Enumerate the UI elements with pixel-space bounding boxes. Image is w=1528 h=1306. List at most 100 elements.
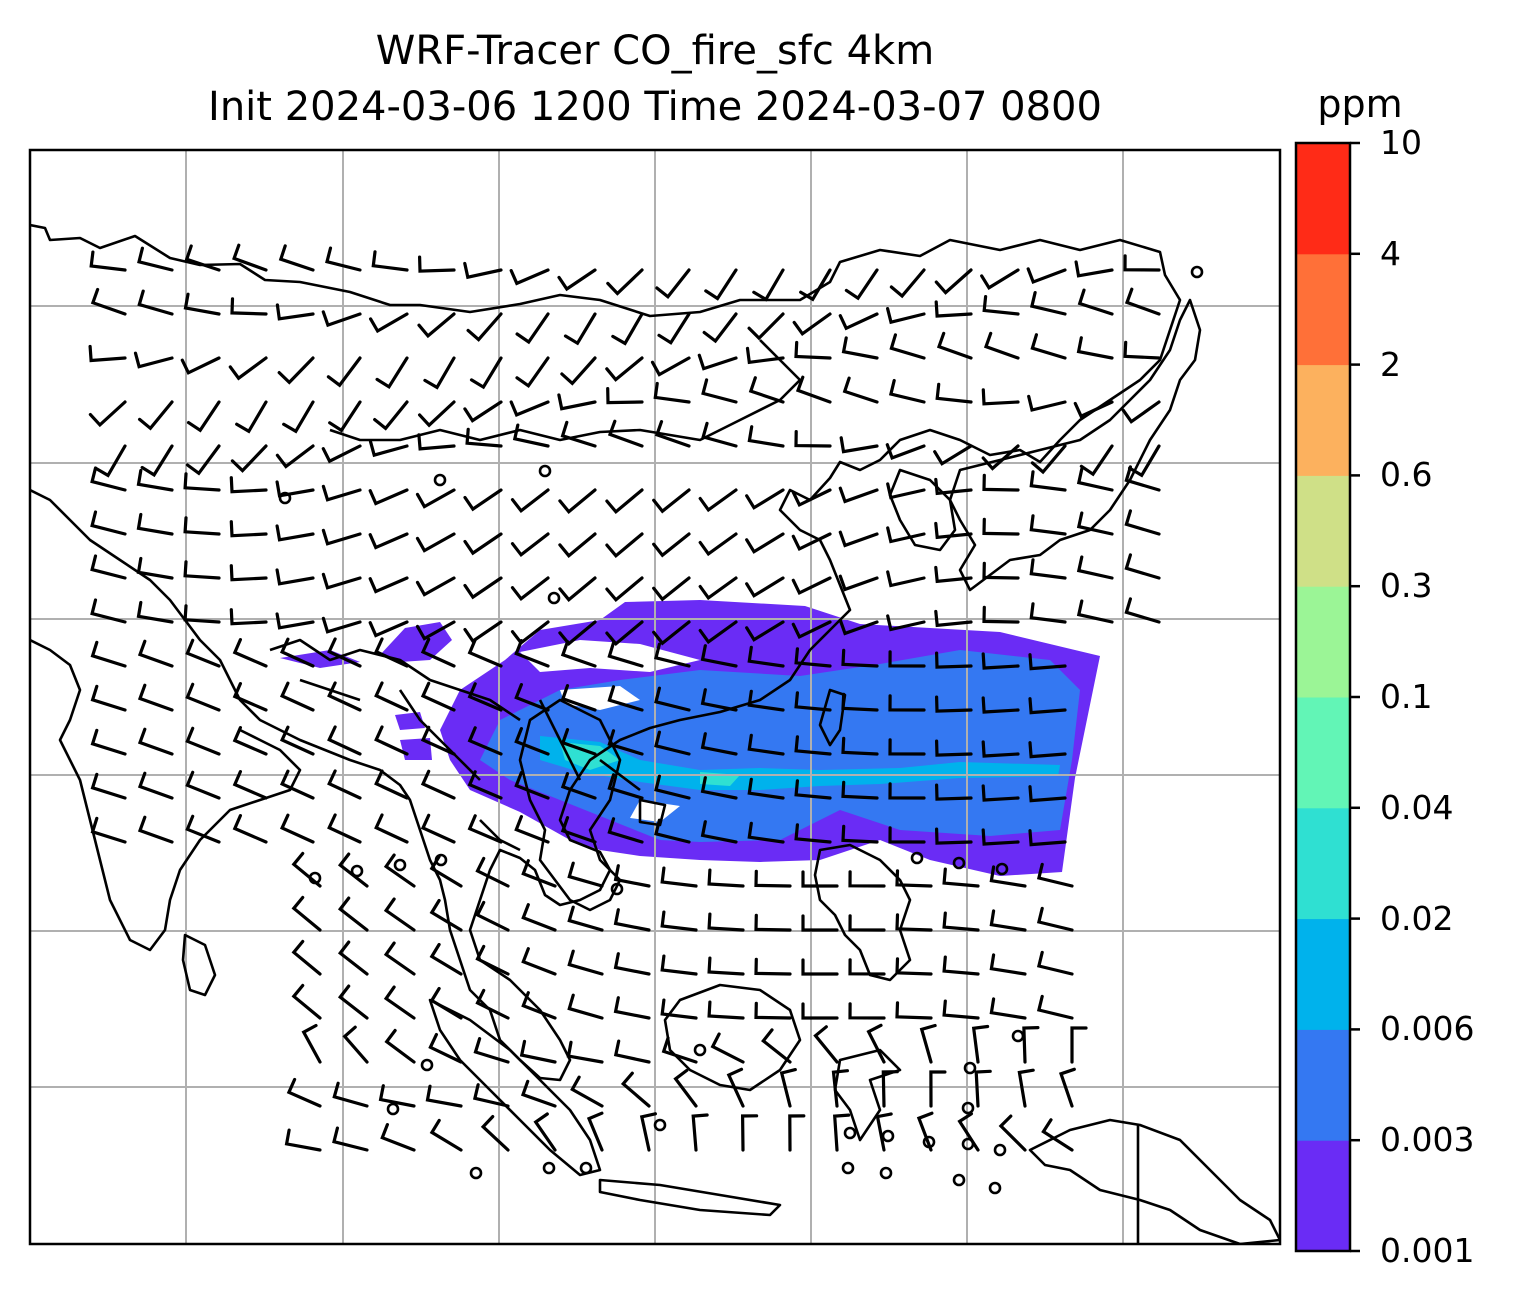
wind-barb [342, 1025, 369, 1064]
wind-barb [745, 488, 785, 510]
wind-barb [1058, 1067, 1076, 1108]
wind-barb [652, 488, 691, 514]
calm-wind-marker [843, 1126, 857, 1140]
wind-barb [90, 684, 127, 712]
wind-barb [1036, 950, 1074, 976]
wind-barb [998, 1114, 1027, 1152]
wind-barb [1017, 1068, 1035, 1108]
wind-barb [567, 993, 604, 1020]
wind-barb [521, 991, 557, 1020]
wind-barb [423, 356, 456, 390]
wind-barb [605, 532, 644, 559]
wind-barb [982, 605, 1020, 624]
wind-barb [1029, 602, 1067, 624]
wind-barb [418, 255, 456, 273]
wind-barb [794, 340, 832, 360]
wind-barb [1076, 511, 1114, 536]
wind-barb [652, 532, 691, 558]
wind-barb [1070, 1026, 1088, 1064]
wind-barb [848, 958, 886, 976]
wind-barb [934, 477, 973, 496]
wind-barb [472, 1083, 510, 1108]
wind-barb [942, 955, 980, 976]
wind-barb [1128, 444, 1161, 478]
wind-barb [417, 312, 456, 339]
wind-barb [463, 261, 503, 280]
wind-barb [886, 526, 926, 544]
wind-barb [779, 1068, 797, 1108]
wind-barb [560, 420, 597, 448]
wind-barb [707, 956, 745, 976]
wind-barb [232, 814, 268, 844]
wind-barb [895, 913, 933, 932]
wind-barb [794, 430, 832, 448]
wind-barb [980, 268, 1020, 291]
wind-barb [881, 1070, 899, 1108]
wind-barb [842, 376, 879, 404]
wind-barb [875, 1112, 893, 1152]
wind-barb [794, 823, 832, 844]
wind-barb [467, 770, 503, 800]
calm-wind-marker [542, 1161, 556, 1175]
wind-barb [942, 999, 980, 1020]
wind-barb [321, 310, 362, 328]
wind-barb [936, 331, 973, 360]
wind-barb [291, 895, 322, 932]
wind-barb [740, 1114, 759, 1152]
wind-barb [321, 528, 362, 546]
wind-barb [563, 312, 597, 346]
wind-barb [841, 824, 879, 844]
wind-barb [700, 776, 738, 800]
wind-barb [707, 868, 745, 888]
wind-barb [1022, 1026, 1040, 1064]
wind-barb [90, 287, 127, 316]
colorbar-unit-label: ppm [1317, 82, 1403, 126]
wind-barb [895, 869, 933, 888]
wind-barb [1121, 400, 1161, 424]
wind-barb [660, 954, 698, 976]
wind-barb [384, 1028, 416, 1064]
wind-barb [605, 620, 644, 647]
wind-barb [698, 576, 738, 601]
wind-barb [974, 1069, 992, 1108]
calm-wind-marker [538, 464, 552, 478]
calm-wind-marker [420, 1058, 434, 1072]
calm-wind-marker [961, 1137, 975, 1151]
wind-barb [1124, 465, 1161, 492]
wind-barb [185, 726, 221, 756]
wind-barb [650, 356, 691, 377]
calm-wind-marker [278, 491, 292, 505]
map-title-line2: Init 2024-03-06 1200 Time 2024-03-07 080… [208, 84, 1102, 130]
wind-barb [325, 246, 362, 272]
calm-wind-marker [1011, 1029, 1025, 1043]
wind-barb [929, 1070, 947, 1108]
wind-barb [613, 996, 651, 1020]
wind-barb [620, 1071, 651, 1108]
wind-barb [463, 400, 503, 423]
wind-barb [229, 564, 268, 582]
calm-wind-marker [1190, 265, 1204, 279]
wind-barb [661, 1036, 698, 1064]
wind-barb [509, 400, 550, 417]
wind-barb [794, 647, 832, 668]
wind-barb [983, 331, 1020, 360]
wind-barb [841, 336, 879, 360]
wind-barb [469, 356, 503, 390]
wind-barb [888, 694, 926, 712]
wind-barb [383, 985, 416, 1020]
wind-barb [888, 378, 926, 404]
wind-barb [275, 568, 315, 586]
wind-barb [186, 400, 221, 433]
wind-barb [229, 520, 268, 538]
wind-barb [520, 1079, 557, 1108]
wind-barb [916, 1111, 934, 1152]
wind-barb [935, 651, 973, 669]
wind-barb [136, 600, 174, 624]
wind-barb [185, 638, 221, 668]
wind-barb [321, 444, 362, 464]
wind-barb [888, 782, 926, 800]
wind-barb [934, 521, 973, 540]
wind-barb [886, 482, 926, 500]
wind-barb [137, 246, 174, 272]
wind-barb [942, 911, 980, 932]
